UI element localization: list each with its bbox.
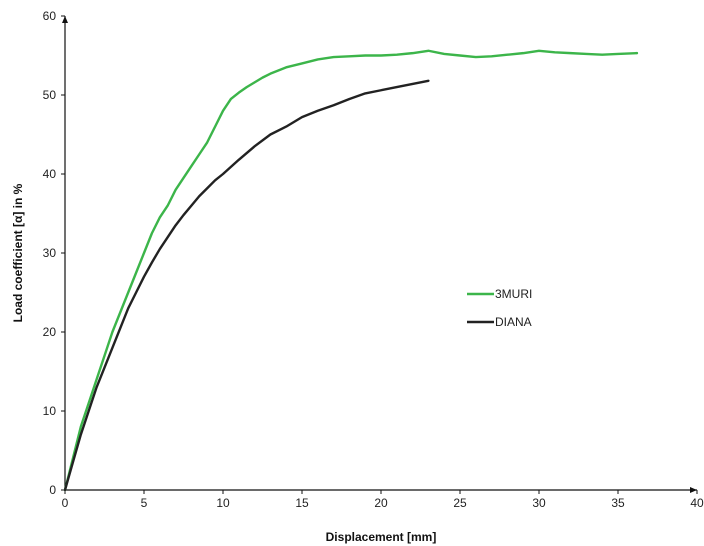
legend-label-3muri: 3MURI: [495, 287, 532, 301]
y-tick-label: 50: [43, 88, 57, 102]
x-tick-label: 35: [611, 496, 625, 510]
x-axis-arrowhead: [690, 487, 697, 493]
series-line-3muri: [63, 49, 639, 492]
x-tick-label: 30: [532, 496, 546, 510]
y-tick-label: 30: [43, 246, 57, 260]
y-axis-arrowhead: [62, 16, 68, 23]
x-tick-label: 20: [374, 496, 388, 510]
legend-label-diana: DIANA: [495, 315, 532, 329]
x-tick-label: 15: [295, 496, 309, 510]
y-tick-label: 0: [49, 483, 56, 497]
x-tick-label: 25: [453, 496, 467, 510]
x-tick-label: 10: [216, 496, 230, 510]
legend: 3MURI DIANA: [467, 287, 532, 329]
y-tick-label: 20: [43, 325, 57, 339]
y-tick-label: 40: [43, 167, 57, 181]
x-tick-label: 0: [62, 496, 69, 510]
axes: 0 5 10 15 20 25 30 35 40 0 10 20 30 40 50 60: [43, 9, 704, 510]
series-layer: [63, 49, 639, 492]
y-axis-label: Load coefficient [α] in %: [11, 183, 25, 322]
series-line-diana: [63, 79, 430, 492]
x-tick-label: 40: [690, 496, 704, 510]
y-tick-label: 10: [43, 404, 57, 418]
x-axis-label: Displacement [mm]: [326, 530, 437, 544]
x-tick-label: 5: [141, 496, 148, 510]
y-tick-label: 60: [43, 9, 57, 23]
